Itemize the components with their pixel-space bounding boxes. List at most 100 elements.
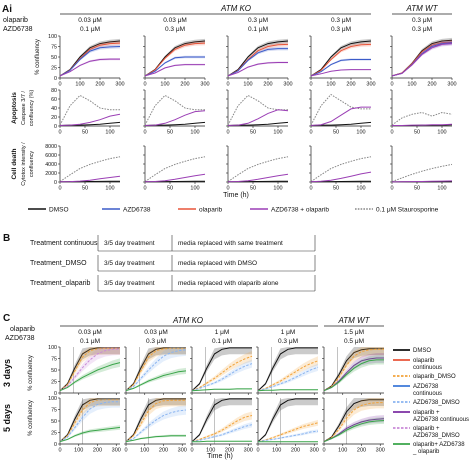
x-tick-label: 200 xyxy=(225,448,234,454)
series-band xyxy=(192,347,252,392)
c-column-azd-conc: 0.1 μM xyxy=(80,338,100,345)
series-line xyxy=(125,347,186,392)
c-legend-label: AZD6738_DMSO xyxy=(413,400,460,406)
x-tick-label: 50 xyxy=(333,130,339,136)
y-tick-label: 80 xyxy=(51,88,57,94)
column-azd-conc: 0.3 μM xyxy=(412,26,432,33)
series-band xyxy=(192,411,252,443)
series-band xyxy=(60,347,120,392)
series-line xyxy=(59,46,121,77)
y-tick-label: 0 xyxy=(54,391,57,397)
series-band xyxy=(192,351,252,392)
column-azd-conc: 0.1 μM xyxy=(248,26,268,33)
chart-panel xyxy=(322,346,384,395)
x-tick-label: 0 xyxy=(143,130,146,136)
c-column-azd-conc: 0.5 μM xyxy=(344,338,364,345)
y-tick-label: 75 xyxy=(51,357,57,363)
phase1-label: 3/5 day treatment xyxy=(104,240,155,247)
chart-panel: 0 100 200 300 0 25 50 75 100 xyxy=(48,396,121,454)
series-line xyxy=(391,43,453,77)
series-band xyxy=(60,358,120,392)
series-line xyxy=(257,422,319,443)
series-band xyxy=(258,429,318,443)
c-legend-label: continuous xyxy=(413,391,442,397)
y-tick-label: 4000 xyxy=(45,162,57,168)
series-line xyxy=(144,42,206,77)
series-band xyxy=(258,363,318,392)
group-atm-ko: ATM KO xyxy=(220,4,251,13)
phase2-label: media replaced with same treatment xyxy=(178,240,283,247)
series-line xyxy=(125,399,186,443)
y-tick-label: 100 xyxy=(48,345,57,351)
y-tick-label: 40 xyxy=(51,106,57,112)
x-tick-label: 0 xyxy=(226,130,229,136)
x-tick-label: 100 xyxy=(407,82,416,88)
x-tick-label: 200 xyxy=(427,82,436,88)
series-line xyxy=(391,42,453,77)
c-y-title-top: % confluency xyxy=(28,355,34,391)
x-tick-label: 0 xyxy=(58,186,61,192)
series-line xyxy=(144,156,206,183)
y-tick-label: 75 xyxy=(51,408,57,414)
series-line xyxy=(227,156,289,183)
c-legend-label: continuous xyxy=(413,365,442,371)
x-tick-label: 0 xyxy=(143,82,146,88)
series-line xyxy=(227,62,288,77)
x-tick-label: 0 xyxy=(309,130,312,136)
y-tick-label: 25 xyxy=(51,66,57,72)
series-line xyxy=(59,94,120,126)
y-tick-label: 0 xyxy=(54,180,57,186)
row-label-5-days: 5 days xyxy=(2,404,12,432)
x-tick-label: 0 xyxy=(190,448,193,454)
x-tick-label: 100 xyxy=(356,130,365,136)
series-line xyxy=(59,362,121,392)
series-band xyxy=(60,398,120,443)
x-tick-label: 200 xyxy=(95,82,104,88)
c-column-olaparib-conc: 1.5 μM xyxy=(344,329,364,336)
x-tick-label: 100 xyxy=(74,448,83,454)
x-tick-label: 100 xyxy=(326,82,335,88)
series-band xyxy=(258,347,318,392)
c-legend-label: DMSO xyxy=(413,348,431,354)
chart-panel xyxy=(124,346,187,395)
series-band xyxy=(258,398,318,443)
y-tick-label: 6000 xyxy=(45,153,57,159)
series-band xyxy=(126,347,186,392)
x-tick-label: 0 xyxy=(226,82,229,88)
c-column-azd-conc: 0.3 μM xyxy=(278,338,298,345)
y-tick-label: 2000 xyxy=(45,171,57,177)
series-band xyxy=(126,347,186,392)
panel-b-label: B xyxy=(3,233,10,244)
x-tick-label: 300 xyxy=(115,82,124,88)
series-line xyxy=(227,173,289,183)
column-olaparib-conc: 0.3 μM xyxy=(331,17,351,24)
phase2-label: media replaced with DMSO xyxy=(178,260,257,267)
series-line xyxy=(59,113,121,126)
y-tick-label: 50 xyxy=(51,368,57,374)
series-band xyxy=(126,434,186,443)
x-tick-label: 0 xyxy=(226,186,229,192)
series-band xyxy=(324,417,384,443)
series-line xyxy=(191,347,252,392)
chart-panel: 0 100 200 300 xyxy=(124,397,187,454)
c-legend-label: AZD6738_DMSO xyxy=(413,433,460,439)
c-legend-label: olaparib + xyxy=(413,410,440,416)
series-band xyxy=(60,347,120,392)
chart-panel: 0 50 100 xyxy=(143,89,206,136)
series-line xyxy=(59,58,120,77)
series-band xyxy=(258,419,318,443)
x-tick-label: 50 xyxy=(250,186,256,192)
x-tick-label: 0 xyxy=(124,448,127,454)
series-line xyxy=(191,415,253,443)
chart-panel xyxy=(190,346,253,395)
chart-panel: 0 100 200 300 xyxy=(256,397,319,454)
c-column-azd-conc: 0.1 μM xyxy=(212,338,232,345)
chart-panel: 0 50 100 xyxy=(390,145,453,192)
c-azd-label: AZD6738 xyxy=(5,335,35,342)
chart-panel: 0 50 100 0 2000 4000 6000 8000 xyxy=(45,144,121,192)
chart-panel: 0 50 100 0 20 40 60 80 xyxy=(51,88,121,136)
series-band xyxy=(60,398,120,443)
chart-panel: 0 100 200 300 xyxy=(143,35,210,88)
c-x-axis-title: Time (h) xyxy=(207,453,233,460)
c-y-title-bottom: % confluency xyxy=(28,400,34,436)
